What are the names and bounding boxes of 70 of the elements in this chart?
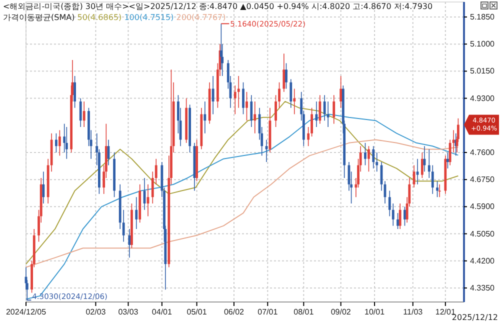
- candlestick: [438, 184, 441, 198]
- candlestick: [318, 94, 322, 124]
- candlestick: [204, 101, 206, 134]
- candlestick: [340, 76, 342, 108]
- y-tick-label: 4.4200: [470, 256, 496, 266]
- y-tick-label: 4.5900: [470, 202, 496, 212]
- candlestick: [332, 94, 336, 124]
- x-tick-label: 11/03: [403, 308, 424, 317]
- y-tick-label: 4.9300: [470, 94, 496, 103]
- candlestick: [404, 206, 406, 226]
- legend-title: 가격이동평균(SMA): [3, 13, 78, 22]
- candlestick: [398, 203, 402, 230]
- x-tick-label: 02/03: [86, 308, 106, 317]
- candlestick: [416, 158, 419, 185]
- text: 200(4.7767): [176, 13, 226, 22]
- candlestick: [307, 126, 310, 146]
- x-tick-label: 05/01: [186, 308, 208, 317]
- candlestick: [372, 146, 375, 169]
- candlestick: [436, 180, 438, 198]
- candlestick: [135, 196, 138, 230]
- y-tick-label: 5.0150: [470, 66, 496, 76]
- x-tick-label: 10/01: [364, 308, 386, 317]
- y-tick-label: 4.5050: [470, 229, 496, 238]
- candlestick: [282, 53, 286, 92]
- candlestick: [74, 76, 76, 108]
- candlestick: [254, 101, 256, 134]
- y-tick-label: 4.6750: [470, 175, 496, 184]
- candlestick: [65, 126, 68, 160]
- line-series: [26, 114, 459, 300]
- x-tick-label: 06/02: [224, 308, 245, 317]
- candlestick: [82, 101, 86, 128]
- text: 100(4.7515): [124, 13, 176, 22]
- candlestick: [326, 101, 330, 128]
- candlestick: [58, 130, 61, 156]
- candlestick: [237, 76, 240, 108]
- chart-title: <해외금리-미국(종합) 30년 매수><일>2025/12/12 종:4.8470 ▲0.0450 +0.94% 시:4.8020 고:4.8670 저:4.7930: [3, 2, 433, 11]
- candlestick: [42, 171, 45, 204]
- y-tick-label: 4.7600: [470, 148, 496, 158]
- candlestick: [55, 132, 58, 153]
- candlestick: [396, 212, 399, 230]
- y-tick-label: 5.1000: [470, 40, 496, 49]
- candlestick: [420, 152, 424, 178]
- x-tick-label: 07/01: [258, 308, 278, 317]
- x-tick-label: 2024/12/05: [6, 308, 47, 317]
- y-tick-label: 4.3350: [470, 284, 496, 293]
- candlestick: [293, 88, 296, 115]
- text: 50(4.6865): [77, 13, 124, 22]
- candlestick: [431, 164, 434, 194]
- candlestick: [250, 94, 253, 128]
- candlestick: [285, 62, 288, 90]
- candlestick: [364, 142, 366, 166]
- candlestick: [368, 146, 370, 172]
- candlestick: [278, 82, 280, 108]
- candlestick: [212, 76, 214, 115]
- candlestick: [290, 78, 292, 108]
- line-series: [26, 139, 459, 268]
- candlestick: [246, 92, 248, 121]
- x-tick-label: 08/01: [294, 308, 314, 317]
- candlestick: [265, 139, 268, 162]
- x-tick-label: 04/01: [152, 308, 172, 317]
- candlestick: [242, 82, 244, 115]
- x-tick-label: 03/03: [118, 308, 139, 317]
- y-tick-label: 5.1850: [470, 12, 496, 22]
- x-tick-label: 09/02: [330, 308, 352, 317]
- candlestick: [310, 107, 314, 137]
- candlestick: [274, 94, 277, 128]
- text: 2025/12/12: [452, 313, 498, 322]
- candlestick: [446, 152, 449, 169]
- candlestick: [79, 98, 82, 128]
- candlestick: [128, 228, 131, 258]
